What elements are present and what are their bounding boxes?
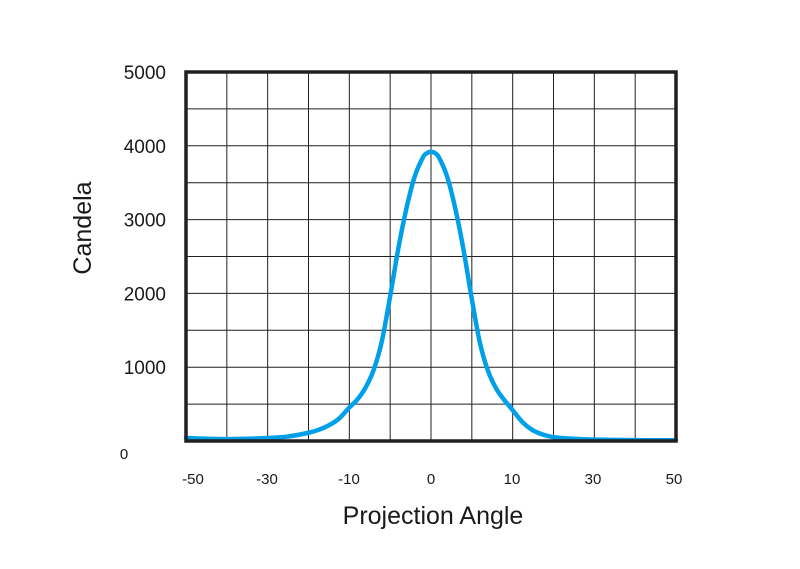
y-axis-title: Candela — [69, 181, 97, 274]
candela-curve — [183, 149, 679, 443]
x-tick-label: 50 — [666, 471, 683, 488]
x-tick-label: -50 — [182, 471, 204, 488]
x-axis-title: Projection Angle — [343, 502, 524, 530]
x-tick-label: 10 — [504, 471, 521, 488]
x-tick-label: 30 — [585, 471, 602, 488]
y-tick-label: 5000 — [124, 63, 166, 84]
y-tick-label: 1000 — [124, 358, 166, 379]
grid-lines — [186, 72, 676, 441]
x-tick-label: -10 — [338, 471, 360, 488]
x-tick-label: -30 — [256, 471, 278, 488]
y-axis-tick-labels: 0 1000 2000 3000 4000 5000 — [120, 63, 166, 463]
x-tick-label: 0 — [427, 471, 435, 488]
y-tick-label: 0 — [120, 446, 128, 463]
plot-area-frame — [184, 70, 678, 443]
x-axis-tick-labels: -50 -30 -10 0 10 30 50 — [182, 471, 682, 488]
y-tick-label: 2000 — [124, 284, 166, 305]
y-tick-label: 4000 — [124, 137, 166, 158]
y-tick-label: 3000 — [124, 211, 166, 232]
